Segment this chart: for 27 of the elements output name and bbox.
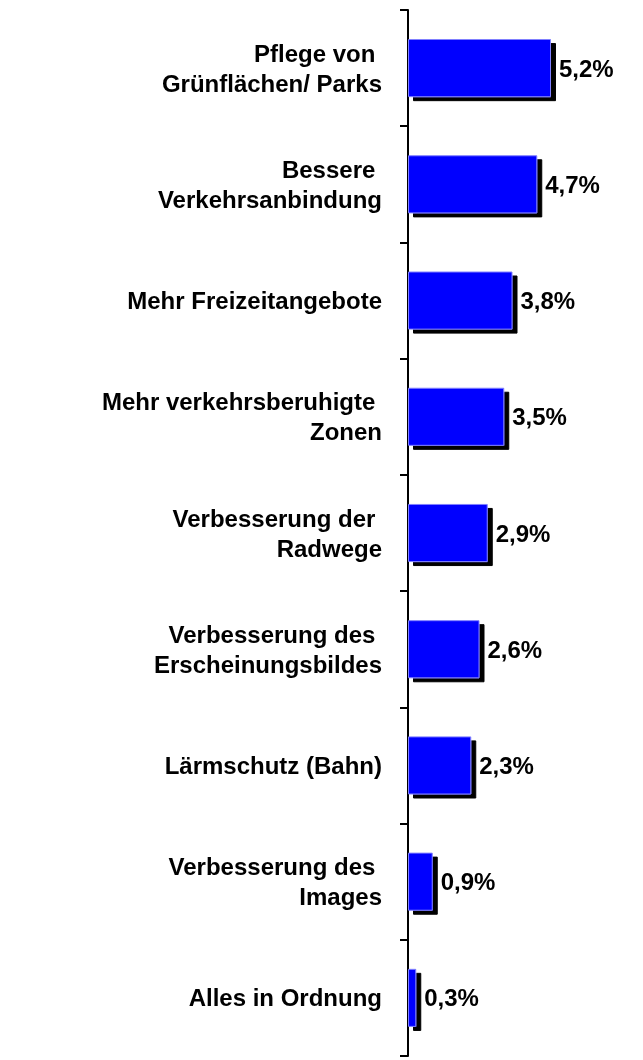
bar	[408, 387, 505, 446]
y-tick-label: Pflege von Grünflächen/ Parks	[161, 39, 382, 97]
y-tick-label: Mehr Freizeitangebote	[127, 287, 382, 315]
data-label: 3,8%	[520, 287, 576, 315]
y-tick-label: Mehr verkehrsberuhigte Zonen	[101, 388, 382, 446]
y-tick-label: Alles in Ordnung	[188, 984, 382, 1012]
data-label: 4,7%	[545, 170, 600, 198]
data-label: 0,9%	[440, 868, 496, 896]
bar	[408, 503, 488, 563]
y-tick-label: Bessere Verkehrsanbindung	[157, 155, 382, 213]
y-tick-label: Verbesserung des Images	[168, 853, 382, 911]
bar	[408, 736, 472, 795]
data-label: 5,2%	[559, 54, 614, 82]
bar	[408, 620, 480, 679]
bar	[408, 39, 551, 98]
y-tick-label: Lärmschutz (Bahn)	[164, 751, 382, 779]
y-tick-label: Verbesserung des Erscheinungsbildes	[153, 620, 382, 678]
data-label: 3,5%	[512, 403, 567, 431]
data-label: 2,9%	[495, 519, 551, 547]
bar	[408, 155, 538, 214]
bar	[408, 968, 417, 1027]
bar	[408, 271, 513, 330]
data-label: 2,6%	[487, 635, 543, 663]
data-label: 2,3%	[479, 751, 534, 779]
bar	[408, 852, 433, 911]
data-label: 0,3%	[424, 984, 479, 1012]
y-tick-label: Verbesserung der Radwege	[172, 504, 382, 562]
